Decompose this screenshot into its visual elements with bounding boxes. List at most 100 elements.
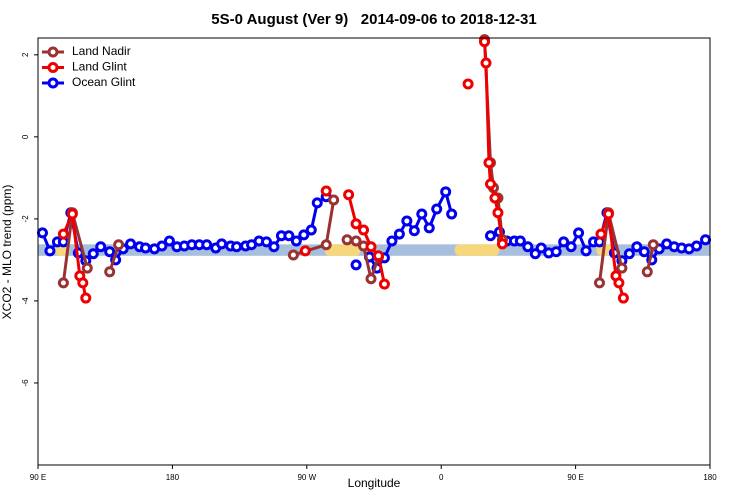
data-point <box>638 246 650 258</box>
legend-marker <box>47 77 59 89</box>
data-point <box>358 224 370 236</box>
data-point <box>156 240 168 252</box>
legend-marker <box>47 46 59 58</box>
y-tick-label: -6 <box>21 379 30 387</box>
data-point <box>77 277 89 289</box>
data-point <box>558 236 570 248</box>
data-point <box>290 235 302 247</box>
data-point <box>393 228 405 240</box>
data-point <box>483 157 495 169</box>
chart-title: 5S-0 August (Ver 9) 2014-09-06 to 2018-1… <box>211 11 536 28</box>
data-point <box>268 241 280 253</box>
data-point <box>580 245 592 257</box>
data-point <box>311 197 323 209</box>
legend-label: Land Nadir <box>72 44 131 58</box>
data-point <box>201 239 213 251</box>
data-point <box>613 277 625 289</box>
data-point <box>496 238 508 250</box>
data-point <box>372 250 384 262</box>
data-point <box>408 225 420 237</box>
data-point <box>320 239 332 251</box>
data-point <box>305 224 317 236</box>
x-tick-label: 180 <box>703 473 717 482</box>
data-point <box>350 259 362 271</box>
data-point <box>423 222 435 234</box>
data-point <box>617 292 629 304</box>
data-point <box>535 242 547 254</box>
data-point <box>514 235 526 247</box>
data-point <box>80 292 92 304</box>
data-point <box>602 208 614 220</box>
data-point <box>36 227 48 239</box>
data-point <box>163 235 175 247</box>
data-point <box>44 245 56 257</box>
data-point <box>550 246 562 258</box>
data-point <box>616 262 628 274</box>
legend-label: Land Glint <box>72 60 127 74</box>
data-point <box>57 277 69 289</box>
data-point <box>365 241 377 253</box>
data-point <box>350 218 362 230</box>
data-point <box>113 239 125 251</box>
data-point <box>231 241 243 253</box>
legend-label: Ocean Glint <box>72 75 136 89</box>
band-highlight <box>454 244 500 256</box>
data-point <box>479 36 491 48</box>
data-point <box>104 266 116 278</box>
data-point <box>95 241 107 253</box>
data-point <box>691 240 703 252</box>
data-point <box>87 248 99 260</box>
x-tick-label: 90 W <box>297 473 316 482</box>
data-point <box>484 230 496 242</box>
data-point <box>298 229 310 241</box>
data-point <box>328 194 340 206</box>
data-point <box>216 238 228 250</box>
data-point <box>299 245 311 257</box>
data-point <box>283 230 295 242</box>
data-point <box>378 278 390 290</box>
y-tick-label: -2 <box>21 215 30 223</box>
data-point <box>416 208 428 220</box>
data-point <box>81 262 93 274</box>
y-tick-label: 0 <box>21 134 30 139</box>
data-point <box>350 235 362 247</box>
data-point <box>125 238 137 250</box>
data-point <box>484 178 496 190</box>
x-axis-label: Longitude <box>348 476 401 490</box>
band-highlight <box>324 244 361 256</box>
data-point <box>623 248 635 260</box>
data-point <box>595 228 607 240</box>
y-tick-label: -4 <box>21 297 30 305</box>
data-point <box>386 235 398 247</box>
data-point <box>320 185 332 197</box>
legend-marker <box>47 62 59 73</box>
data-point <box>480 57 492 69</box>
data-point <box>365 273 377 285</box>
data-point <box>573 227 585 239</box>
data-point <box>492 207 504 219</box>
x-tick-label: 90 E <box>567 473 583 482</box>
y-tick-label: 2 <box>21 52 30 57</box>
data-point <box>57 228 69 240</box>
data-point <box>489 192 501 204</box>
data-point <box>260 236 272 248</box>
data-point <box>287 249 299 261</box>
data-point <box>140 242 152 254</box>
data-point <box>462 78 474 90</box>
data-point <box>66 208 78 220</box>
data-point <box>522 241 534 253</box>
plot-frame <box>37 37 711 466</box>
data-point <box>446 208 458 220</box>
data-point <box>647 239 659 251</box>
x-tick-label: 0 <box>439 473 444 482</box>
data-point <box>440 186 452 198</box>
data-point <box>565 241 577 253</box>
data-point <box>341 234 353 246</box>
data-point <box>700 234 712 246</box>
data-point <box>631 241 643 253</box>
data-point <box>593 277 605 289</box>
data-point <box>401 215 413 227</box>
x-tick-label: 180 <box>166 473 180 482</box>
